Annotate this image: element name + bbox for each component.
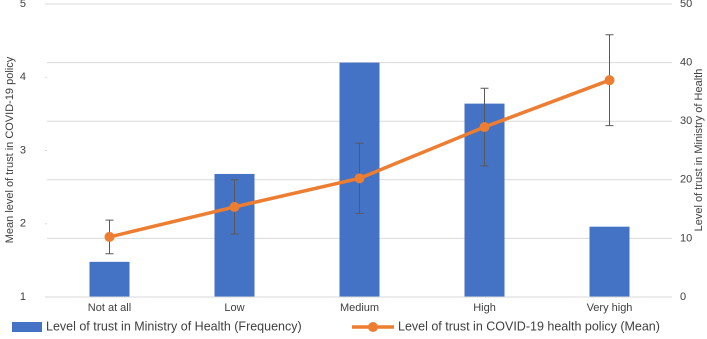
x-tick-label: Medium — [340, 302, 379, 314]
bar — [589, 226, 630, 297]
y-tick-label: 3 — [20, 144, 26, 156]
point — [354, 173, 365, 184]
legend-swatch — [12, 322, 42, 332]
x-tick-label: Not at all — [88, 302, 131, 314]
y2-axis-title: Level of trust in Ministry of Health — [693, 69, 705, 232]
y2-tick-label: 30 — [680, 115, 692, 127]
legend-label: Level of trust in COVID-19 health policy… — [398, 319, 660, 333]
y-tick-label: 4 — [20, 71, 26, 83]
legend-marker — [368, 322, 378, 332]
y-axis-title: Mean level of trust in COVID-19 policy — [4, 56, 16, 243]
point — [479, 122, 490, 133]
x-tick-label: Very high — [587, 302, 633, 314]
x-tick-label: High — [473, 302, 496, 314]
y2-tick-label: 50 — [680, 0, 692, 10]
y-tick-label: 2 — [20, 218, 26, 230]
y2-tick-label: 10 — [680, 232, 692, 244]
y2-tick-label: 40 — [680, 57, 692, 69]
y2-tick-label: 0 — [680, 291, 686, 303]
y-tick-label: 1 — [20, 291, 26, 303]
legend-label: Level of trust in Ministry of Health (Fr… — [46, 319, 302, 333]
x-tick-label: Low — [224, 302, 244, 314]
y-tick-label: 5 — [20, 0, 26, 10]
bar — [89, 261, 130, 297]
point — [229, 201, 240, 212]
point — [604, 75, 615, 86]
point — [104, 231, 115, 242]
y2-tick-label: 20 — [680, 174, 692, 186]
